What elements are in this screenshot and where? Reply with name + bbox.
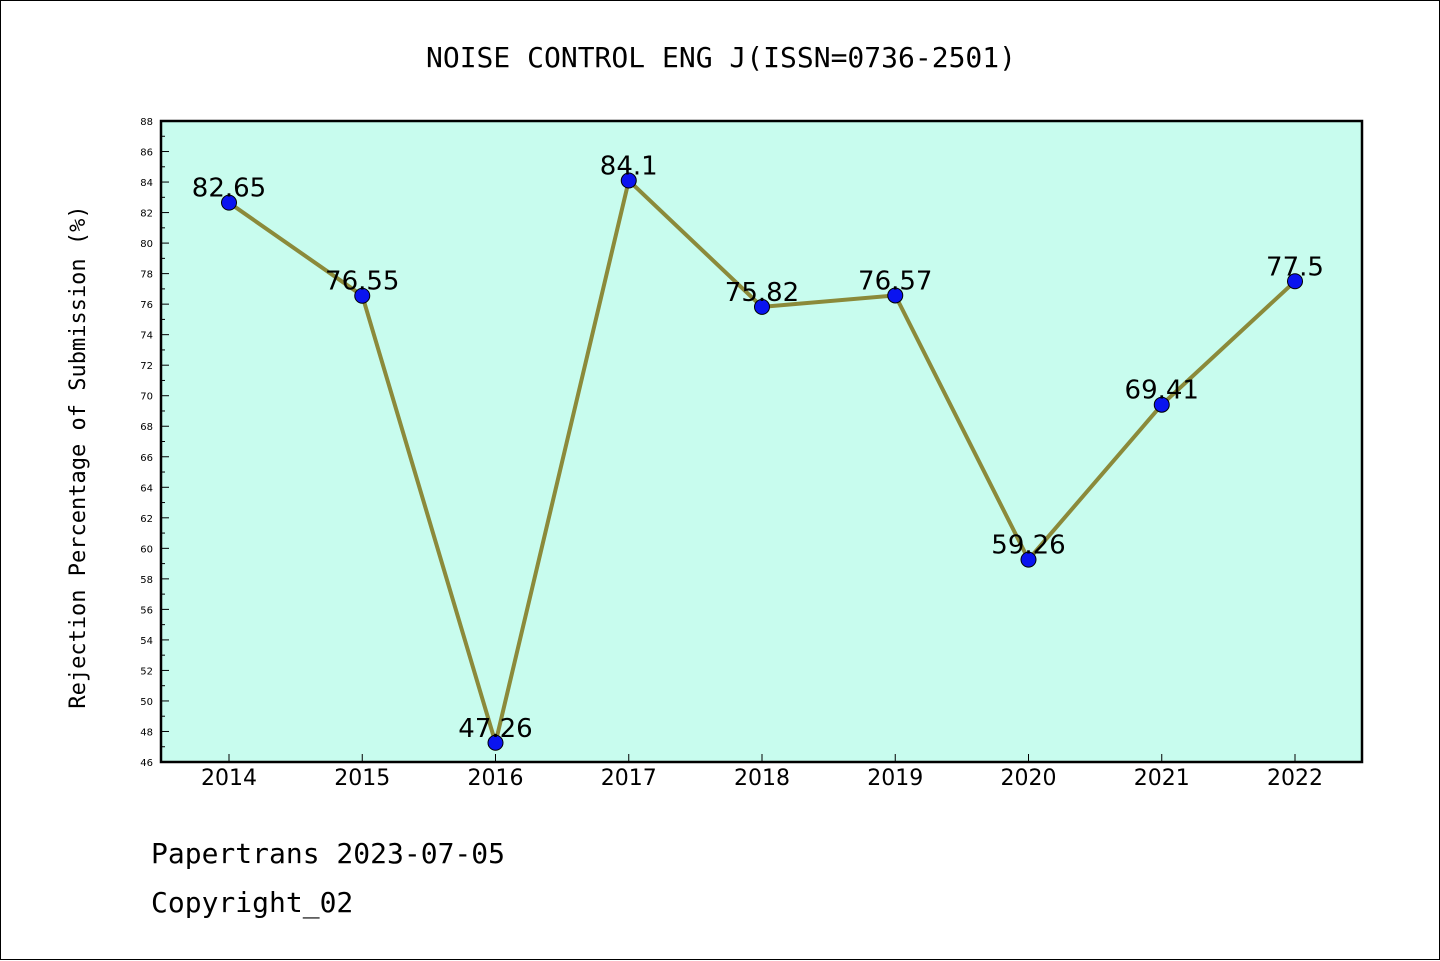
x-tick-label: 2017 <box>601 766 657 791</box>
y-tick-label: 52 <box>140 666 153 677</box>
y-tick-label: 58 <box>140 575 153 586</box>
y-tick-label: 72 <box>140 361 153 372</box>
y-tick-label: 48 <box>140 727 153 738</box>
x-tick-label: 2022 <box>1267 766 1323 791</box>
plot-border <box>159 119 1364 764</box>
x-tick-label: 2016 <box>468 766 524 791</box>
y-tick-label: 68 <box>140 422 153 433</box>
x-tick-label: 2021 <box>1134 766 1190 791</box>
data-labels: 82.65 76.55 47.26 84.1 75.82 76.57 59.26 69.41 7… <box>192 152 1324 744</box>
y-tick-label: 82 <box>140 209 153 220</box>
data-point <box>887 287 904 304</box>
y-tick-label: 70 <box>140 392 153 403</box>
y-tick-label: 76 <box>140 300 153 311</box>
y-tick-label: 46 <box>140 758 153 769</box>
y-tick-label: 54 <box>140 636 153 647</box>
data-label: 77.5 <box>1266 252 1324 282</box>
data-label: 76.57 <box>858 266 932 296</box>
data-label: 47.26 <box>458 714 532 744</box>
data-label: 75.82 <box>725 278 799 308</box>
data-label: 82.65 <box>192 174 266 204</box>
y-tick-label: 74 <box>140 331 153 342</box>
data-point <box>354 287 371 304</box>
data-point <box>221 194 237 211</box>
x-tick-label: 2019 <box>867 766 923 791</box>
axes: 46 48 50 52 54 56 58 60 62 64 66 68 70 72 74 76 78 80 82 84… <box>140 117 1323 791</box>
data-points <box>221 172 1303 751</box>
x-tick-label: 2018 <box>734 766 790 791</box>
y-axis-label: Rejection Percentage of Submission (%) <box>66 205 91 708</box>
y-tick-label: 62 <box>140 514 153 525</box>
data-point <box>1020 551 1037 568</box>
footer-copyright-text: Copyright_02 <box>151 886 354 919</box>
data-label: 59.26 <box>991 531 1065 561</box>
data-point <box>1287 273 1303 290</box>
y-tick-label: 66 <box>140 453 153 464</box>
data-point <box>1153 396 1170 413</box>
y-tick-label: 60 <box>140 544 153 555</box>
footer-date-text: Papertrans 2023-07-05 <box>151 837 506 870</box>
data-label: 76.55 <box>325 267 399 297</box>
data-label: 69.41 <box>1125 376 1199 406</box>
y-tick-label: 56 <box>140 605 153 616</box>
data-point <box>620 172 637 189</box>
data-point <box>754 298 770 315</box>
y-tick-label: 80 <box>140 239 153 250</box>
x-tick-label: 2015 <box>334 766 390 791</box>
y-tick-label: 88 <box>140 117 153 128</box>
data-label: 84.1 <box>600 152 658 182</box>
y-tick-label: 64 <box>140 483 153 494</box>
x-tick-label: 2020 <box>1001 766 1057 791</box>
chart-title: NOISE CONTROL ENG J(ISSN=0736-2501) <box>426 41 1016 74</box>
y-tick-label: 84 <box>140 178 153 189</box>
plot-area <box>161 121 1362 762</box>
y-tick-label: 86 <box>140 148 153 159</box>
y-tick-label: 50 <box>140 697 153 708</box>
x-tick-label: 2014 <box>201 766 257 791</box>
y-tick-label: 78 <box>140 270 153 281</box>
data-point <box>487 734 504 751</box>
